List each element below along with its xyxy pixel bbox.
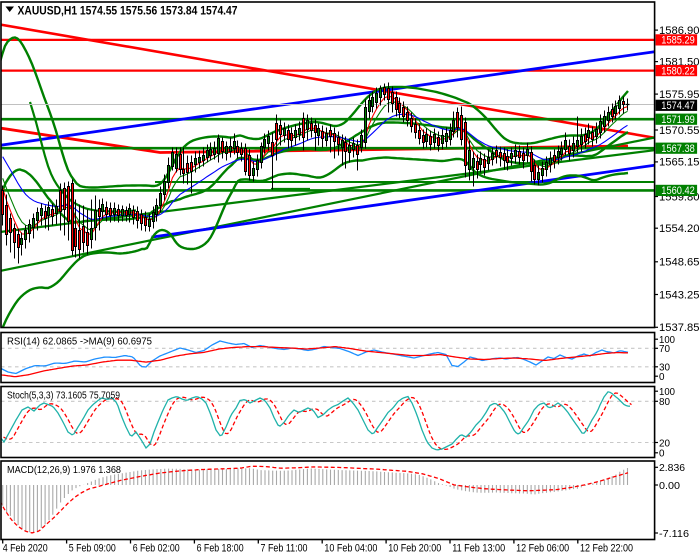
svg-text:30: 30 (659, 363, 670, 374)
svg-text:MACD(12,26,9) 1.976 1.368: MACD(12,26,9) 1.976 1.368 (7, 465, 121, 476)
svg-text:Stoch(5,3,3) 73.1605 75.7059: Stoch(5,3,3) 73.1605 75.7059 (7, 391, 120, 402)
svg-text:1543.25: 1543.25 (659, 289, 700, 301)
svg-text:1565.15: 1565.15 (659, 157, 700, 169)
svg-text:12 Feb 22:00: 12 Feb 22:00 (580, 542, 633, 554)
svg-text:1567.38: 1567.38 (661, 143, 695, 155)
svg-text:0: 0 (659, 449, 665, 460)
svg-text:1585.29: 1585.29 (661, 35, 695, 47)
svg-text:80: 80 (659, 397, 670, 408)
svg-text:1586.90: 1586.90 (659, 25, 700, 37)
svg-text:20: 20 (659, 438, 670, 449)
svg-text:XAUUSD,H1 1574.55 1575.56 157: XAUUSD,H1 1574.55 1575.56 1573.84 1574.4… (18, 6, 238, 18)
svg-text:0: 0 (659, 372, 665, 383)
svg-text:2.836: 2.836 (659, 463, 685, 474)
svg-text:11 Feb 13:00: 11 Feb 13:00 (452, 542, 505, 554)
svg-text:1580.22: 1580.22 (661, 65, 695, 77)
svg-text:100: 100 (659, 335, 675, 346)
svg-text:10 Feb 04:00: 10 Feb 04:00 (324, 542, 377, 554)
svg-text:-7.116: -7.116 (659, 529, 689, 540)
svg-text:1537.85: 1537.85 (659, 322, 700, 334)
svg-text:1548.65: 1548.65 (659, 257, 700, 269)
svg-text:6 Feb 18:00: 6 Feb 18:00 (197, 542, 244, 554)
svg-text:1560.42: 1560.42 (661, 185, 695, 197)
svg-text:12 Feb 06:00: 12 Feb 06:00 (516, 542, 569, 554)
svg-text:100: 100 (659, 387, 675, 398)
svg-text:10 Feb 20:00: 10 Feb 20:00 (388, 542, 441, 554)
svg-text:1570.55: 1570.55 (659, 125, 700, 137)
svg-text:1574.47: 1574.47 (661, 100, 695, 112)
svg-text:5 Feb 09:00: 5 Feb 09:00 (69, 542, 116, 554)
svg-text:0.00: 0.00 (659, 481, 680, 492)
svg-text:6 Feb 02:00: 6 Feb 02:00 (133, 542, 180, 554)
svg-text:70: 70 (659, 344, 670, 355)
svg-text:7 Feb 11:00: 7 Feb 11:00 (261, 542, 308, 554)
svg-text:1554.20: 1554.20 (659, 223, 700, 235)
svg-text:1575.95: 1575.95 (659, 89, 700, 101)
svg-text:RSI(14) 62.0865 ->MA(9) 60.69: RSI(14) 62.0865 ->MA(9) 60.6975 (7, 337, 152, 348)
svg-text:4 Feb 2020: 4 Feb 2020 (3, 542, 48, 554)
svg-text:1571.99: 1571.99 (661, 114, 695, 126)
